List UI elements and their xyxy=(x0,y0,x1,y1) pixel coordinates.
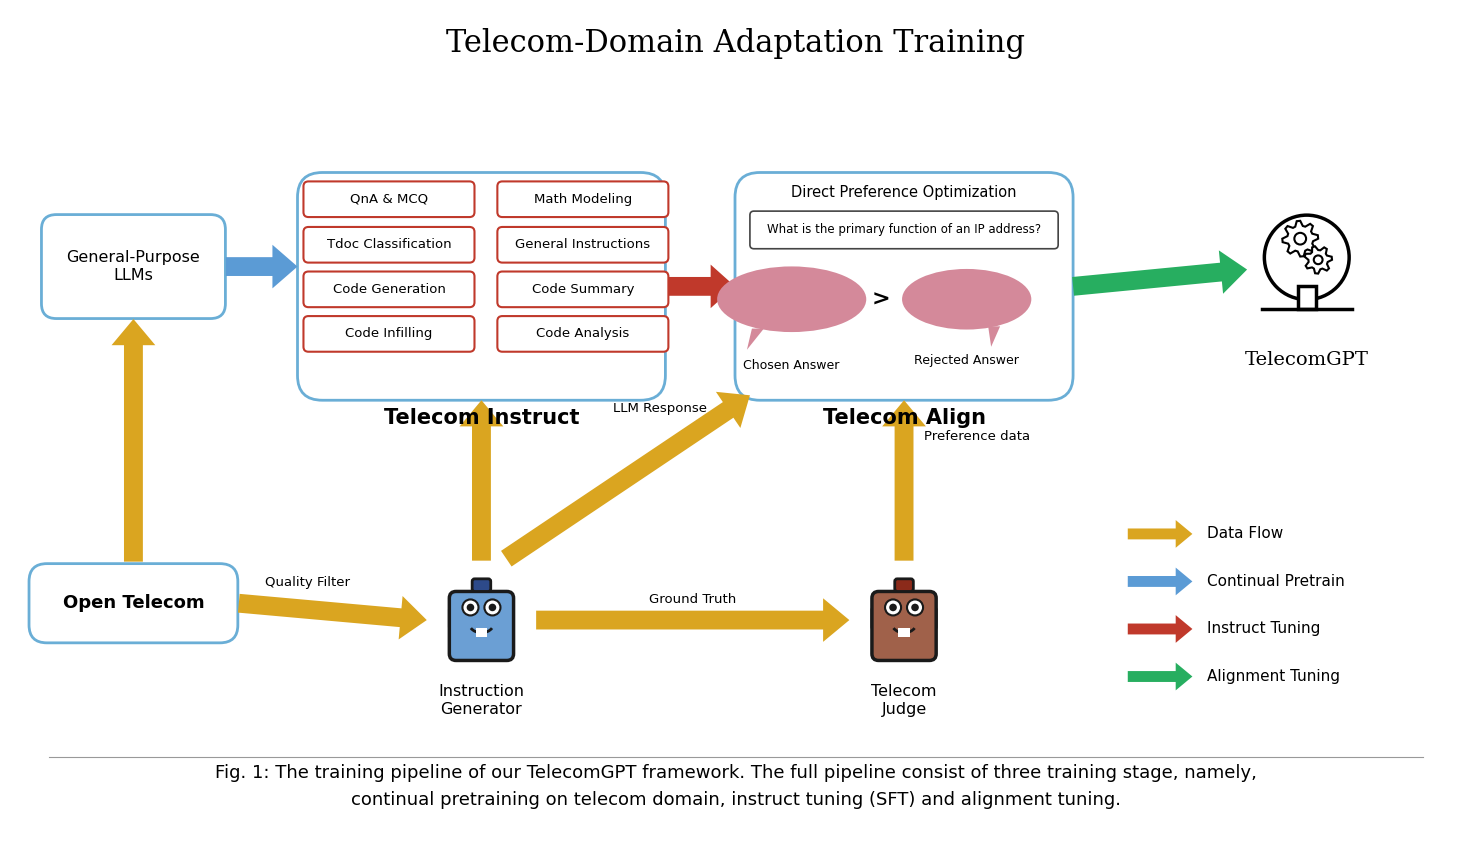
FancyBboxPatch shape xyxy=(475,628,487,637)
Text: Open Telecom: Open Telecom xyxy=(63,594,205,612)
FancyBboxPatch shape xyxy=(303,271,474,307)
FancyBboxPatch shape xyxy=(29,564,238,643)
Circle shape xyxy=(467,604,474,611)
Text: Code Analysis: Code Analysis xyxy=(536,327,630,340)
Polygon shape xyxy=(746,329,764,349)
FancyBboxPatch shape xyxy=(449,592,514,660)
Text: Continual Pretrain: Continual Pretrain xyxy=(1207,574,1345,589)
Circle shape xyxy=(911,604,919,611)
Text: General Instructions: General Instructions xyxy=(515,238,651,252)
Text: TelecomGPT: TelecomGPT xyxy=(1245,351,1369,369)
Text: Quality Filter: Quality Filter xyxy=(265,576,350,589)
Polygon shape xyxy=(1128,520,1192,547)
Polygon shape xyxy=(536,598,849,642)
Circle shape xyxy=(1264,215,1350,299)
Ellipse shape xyxy=(717,266,866,332)
Polygon shape xyxy=(500,392,749,566)
Text: Rejected Answer: Rejected Answer xyxy=(914,354,1019,366)
Text: LLM Response: LLM Response xyxy=(614,402,708,415)
FancyBboxPatch shape xyxy=(895,579,913,592)
FancyBboxPatch shape xyxy=(498,181,668,217)
Polygon shape xyxy=(459,400,503,561)
FancyBboxPatch shape xyxy=(498,227,668,263)
Polygon shape xyxy=(1128,615,1192,643)
FancyBboxPatch shape xyxy=(502,607,514,630)
Text: Data Flow: Data Flow xyxy=(1207,526,1284,541)
FancyBboxPatch shape xyxy=(297,173,665,400)
Text: Telecom Align: Telecom Align xyxy=(823,408,986,428)
FancyBboxPatch shape xyxy=(926,607,936,630)
Circle shape xyxy=(1294,233,1306,245)
Text: What is the primary function of an IP address?: What is the primary function of an IP ad… xyxy=(767,224,1041,236)
Polygon shape xyxy=(238,594,427,639)
Text: >: > xyxy=(871,289,891,309)
Text: Tdoc Classification: Tdoc Classification xyxy=(327,238,452,252)
Circle shape xyxy=(484,599,500,615)
Polygon shape xyxy=(1282,221,1317,257)
Circle shape xyxy=(885,599,901,615)
FancyBboxPatch shape xyxy=(41,214,225,319)
Polygon shape xyxy=(1128,568,1192,595)
Text: Instruct Tuning: Instruct Tuning xyxy=(1207,621,1320,637)
Text: Code Summary: Code Summary xyxy=(531,283,634,296)
FancyBboxPatch shape xyxy=(303,316,474,352)
Text: Code Infilling: Code Infilling xyxy=(346,327,433,340)
Text: QnA & MCQ: QnA & MCQ xyxy=(350,193,428,206)
FancyBboxPatch shape xyxy=(303,227,474,263)
Text: Fig. 1: The training pipeline of our TelecomGPT framework. The full pipeline con: Fig. 1: The training pipeline of our Tel… xyxy=(215,764,1257,808)
FancyBboxPatch shape xyxy=(871,592,936,660)
FancyBboxPatch shape xyxy=(735,173,1073,400)
FancyBboxPatch shape xyxy=(303,181,474,217)
FancyBboxPatch shape xyxy=(498,316,668,352)
Text: Telecom Instruct: Telecom Instruct xyxy=(384,408,578,428)
Polygon shape xyxy=(112,319,156,562)
Circle shape xyxy=(889,604,896,611)
Text: Code Generation: Code Generation xyxy=(333,283,446,296)
Text: Chosen Answer: Chosen Answer xyxy=(743,359,841,371)
Polygon shape xyxy=(1128,663,1192,690)
Polygon shape xyxy=(988,326,999,347)
Polygon shape xyxy=(225,245,297,288)
Text: Instruction
Generator: Instruction Generator xyxy=(439,684,524,717)
Polygon shape xyxy=(1072,251,1247,296)
FancyBboxPatch shape xyxy=(498,271,668,307)
FancyBboxPatch shape xyxy=(749,211,1058,249)
Polygon shape xyxy=(882,400,926,561)
Text: Preference data: Preference data xyxy=(924,430,1030,444)
Text: Direct Preference Optimization: Direct Preference Optimization xyxy=(792,184,1017,200)
Text: Telecom-Domain Adaptation Training: Telecom-Domain Adaptation Training xyxy=(446,28,1026,60)
FancyBboxPatch shape xyxy=(1298,286,1316,309)
Text: Alignment Tuning: Alignment Tuning xyxy=(1207,669,1341,684)
Text: General-Purpose
LLMs: General-Purpose LLMs xyxy=(66,251,200,283)
Text: Telecom
Judge: Telecom Judge xyxy=(871,684,936,717)
Ellipse shape xyxy=(902,269,1032,330)
FancyBboxPatch shape xyxy=(449,607,461,630)
FancyBboxPatch shape xyxy=(871,607,883,630)
Text: Math Modeling: Math Modeling xyxy=(534,193,631,206)
Circle shape xyxy=(907,599,923,615)
Text: Ground Truth: Ground Truth xyxy=(649,593,736,606)
Circle shape xyxy=(489,604,496,611)
Circle shape xyxy=(462,599,478,615)
Polygon shape xyxy=(1304,246,1332,274)
Polygon shape xyxy=(665,264,735,309)
FancyBboxPatch shape xyxy=(473,579,490,592)
FancyBboxPatch shape xyxy=(898,628,910,637)
Circle shape xyxy=(1314,255,1322,264)
